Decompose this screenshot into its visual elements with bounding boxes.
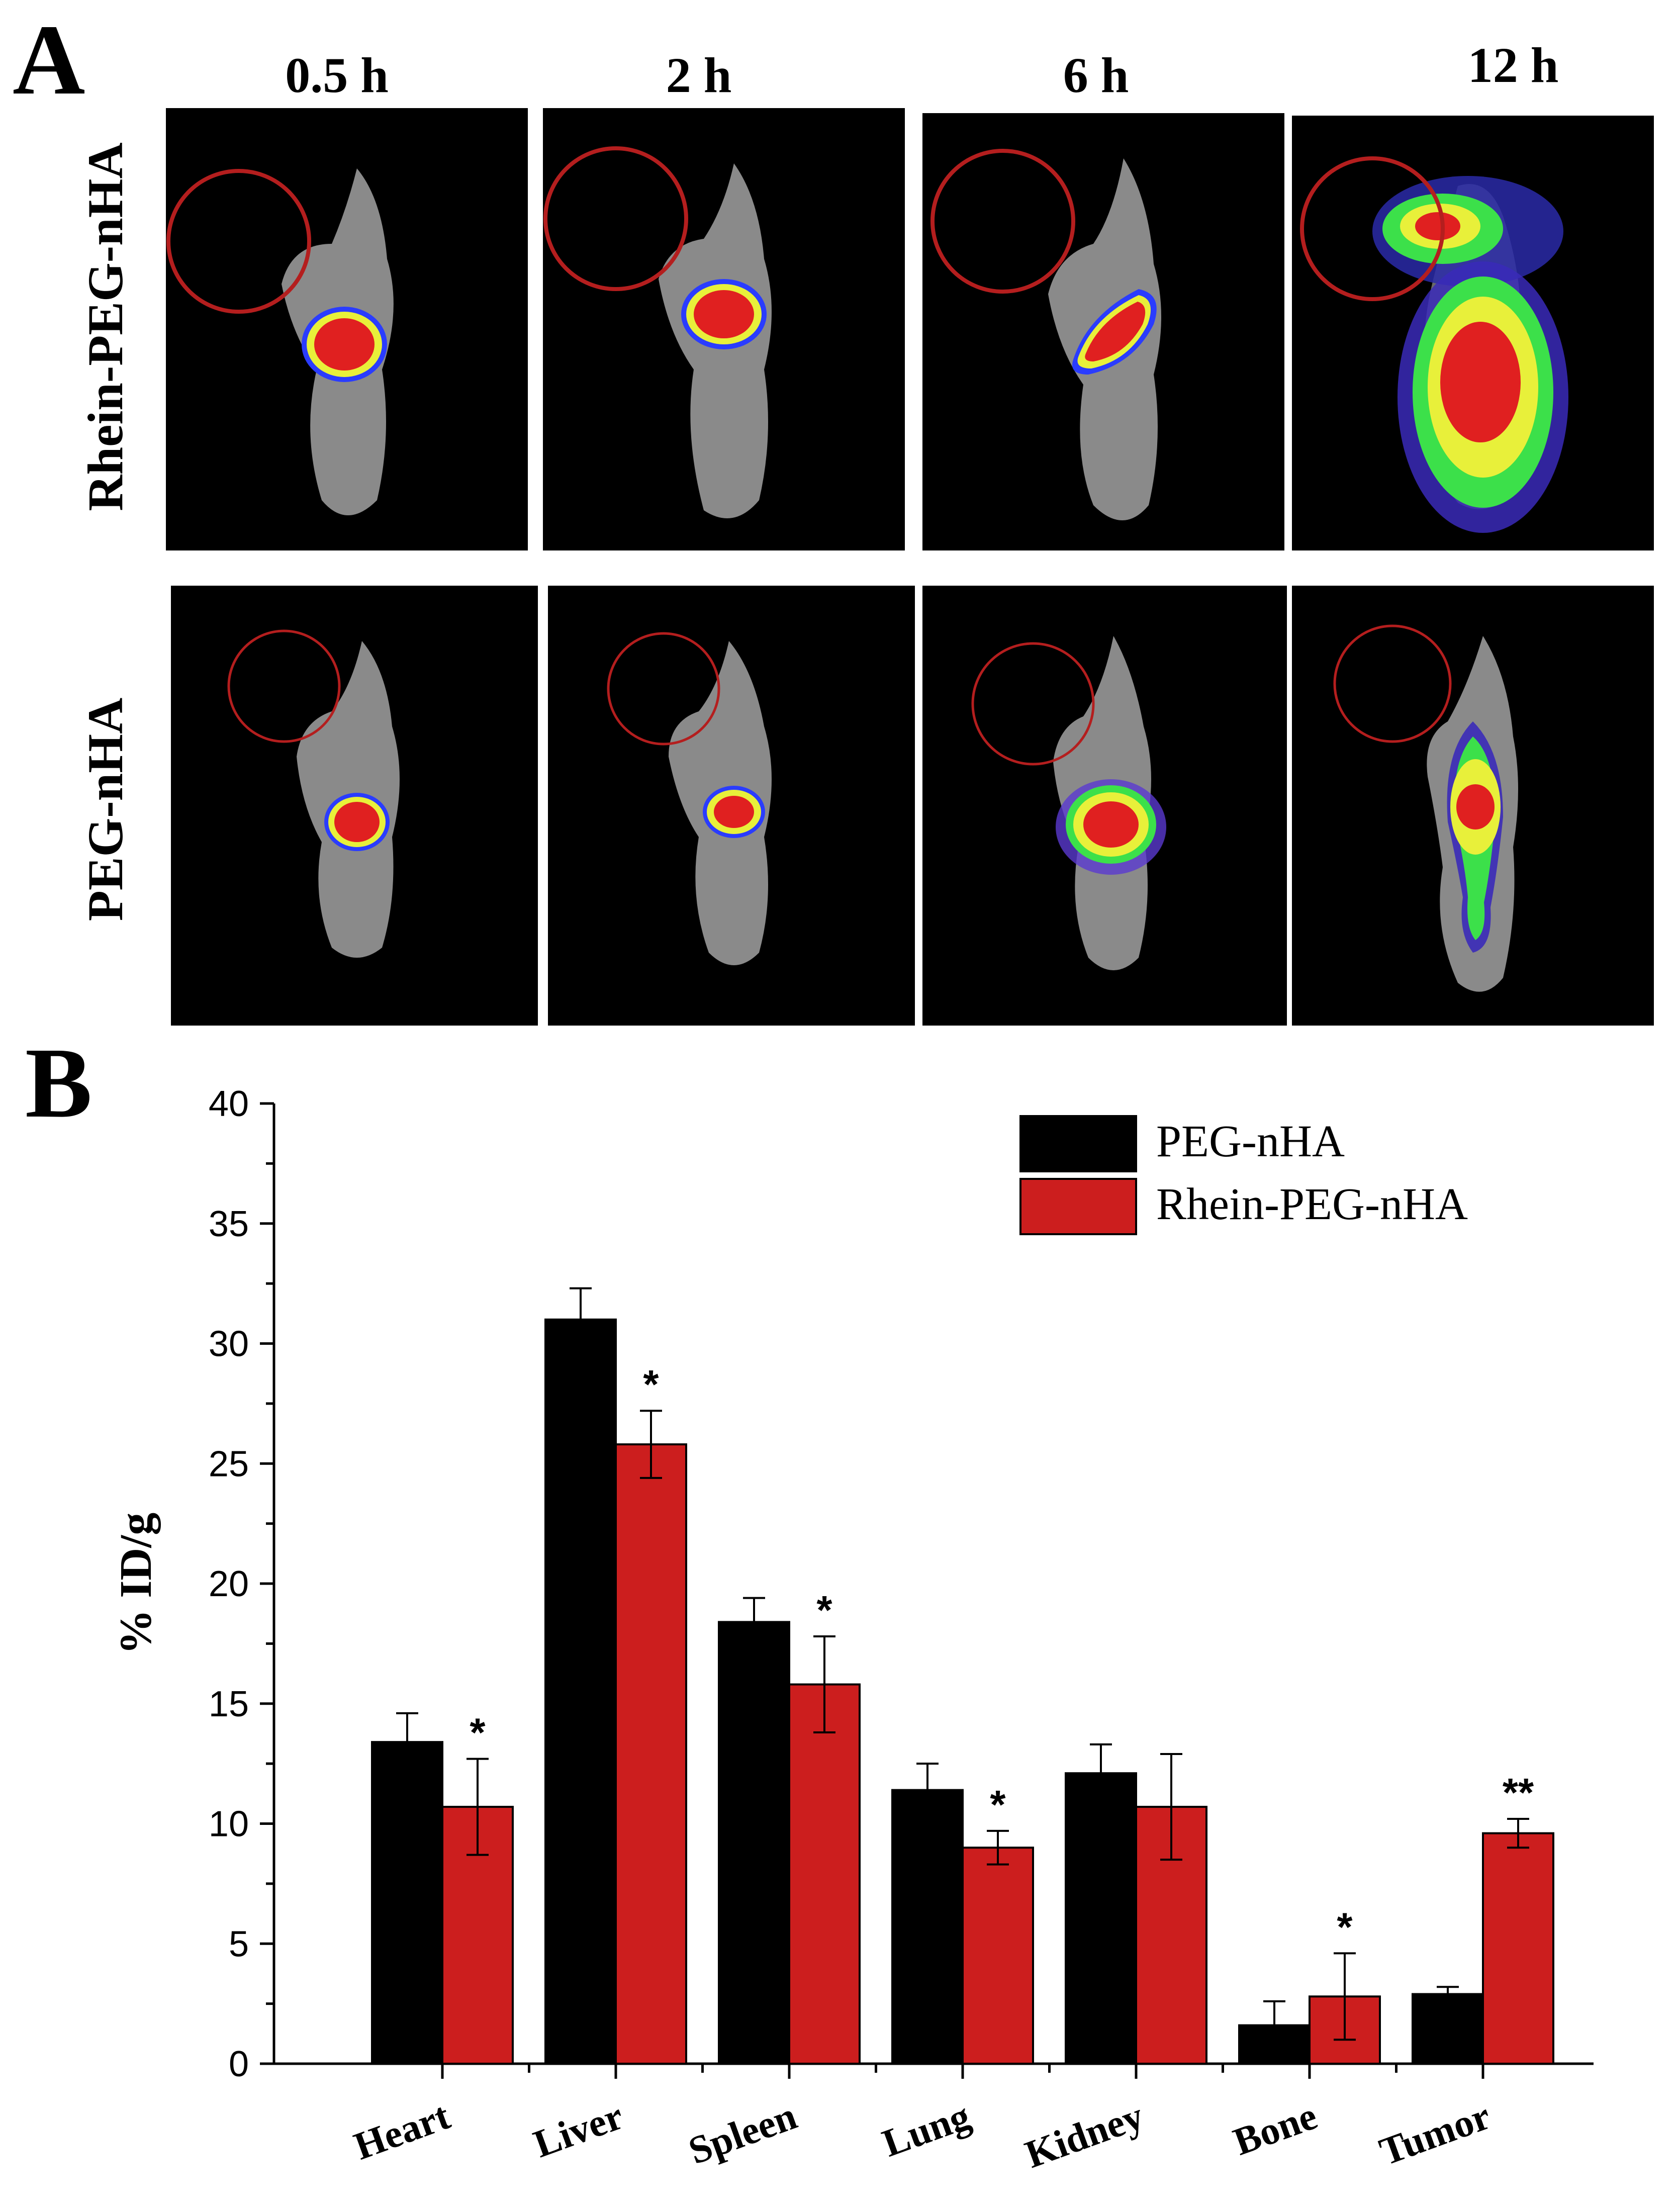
bar-PEG-nHA-Spleen	[718, 1621, 790, 2065]
bar-PEG-nHA-Heart	[371, 1741, 443, 2065]
tumor-circle	[971, 642, 1095, 766]
y-tick-label: 25	[209, 1444, 249, 1484]
bar-PEG-nHA-Liver	[544, 1318, 617, 2065]
tumor-circle	[1300, 156, 1445, 301]
tumor-circle	[166, 169, 311, 314]
bar-PEG-nHA-Lung	[891, 1789, 964, 2065]
significance-marker: *	[470, 1710, 486, 1755]
y-tick-label: 20	[209, 1564, 249, 1604]
x-tick-label: Liver	[528, 2093, 629, 2166]
scan-rhein-12h	[1292, 116, 1654, 550]
row-label-peg-nha: PEG-nHA	[77, 697, 133, 921]
bar-PEG-nHA-Tumor	[1412, 1993, 1484, 2065]
x-tick-label: Heart	[348, 2093, 455, 2168]
y-tick-label: 0	[229, 2044, 249, 2084]
tumor-circle	[1333, 624, 1452, 743]
y-tick-label: 15	[209, 1684, 249, 1724]
significance-marker: *	[990, 1782, 1006, 1827]
y-tick-label: 35	[209, 1204, 249, 1244]
significance-marker: *	[643, 1362, 659, 1407]
x-tick-label: Kidney	[1019, 2093, 1149, 2176]
legend-swatch-Rhein-PEG-nHA	[1019, 1178, 1137, 1235]
scan-rhein-0-5h	[166, 108, 528, 550]
time-label-0-5h: 0.5 h	[285, 47, 389, 103]
panel-a-label: A	[13, 5, 85, 116]
significance-marker: **	[1503, 1770, 1534, 1815]
tumor-circle	[227, 629, 341, 743]
biodistribution-bar-chart: 0 5 10 15 20 25 30 35 40 % ID/g * Heart * Liver * Splee…	[111, 1084, 1594, 2176]
legend-label-Rhein-PEG-nHA: Rhein-PEG-nHA	[1156, 1179, 1468, 1229]
significance-marker: *	[1337, 1904, 1353, 1949]
time-label-12h: 12 h	[1467, 37, 1559, 93]
significance-marker: *	[816, 1588, 832, 1632]
y-tick-label: 30	[209, 1324, 249, 1364]
panel-b-label: B	[25, 1028, 92, 1139]
tumor-circle	[607, 632, 720, 746]
x-tick-label: Spleen	[683, 2093, 802, 2172]
row-label-rhein-peg-nha: Rhein-PEG-nHA	[77, 142, 133, 511]
uptake-hotspot	[1415, 212, 1460, 240]
y-tick-label: 10	[209, 1804, 249, 1845]
tumor-circle	[930, 149, 1075, 294]
time-label-6h: 6 h	[1063, 47, 1129, 103]
y-tick-label: 5	[229, 1924, 249, 1964]
scan-peg-0-5h	[171, 586, 538, 1026]
scan-peg-6h	[922, 586, 1287, 1026]
scan-rhein-6h	[922, 113, 1284, 550]
scan-rhein-2h	[543, 108, 905, 550]
x-tick-label: Lung	[877, 2093, 976, 2165]
legend-label-PEG-nHA: PEG-nHA	[1156, 1117, 1345, 1166]
x-tick-label: Bone	[1228, 2093, 1323, 2164]
bar-Rhein-PEG-nHA-Tumor	[1482, 1832, 1554, 2065]
time-label-2h: 2 h	[666, 47, 732, 103]
y-axis-label: % ID/g	[111, 1513, 161, 1655]
scan-peg-2h	[548, 586, 915, 1026]
bar-Rhein-PEG-nHA-Spleen	[788, 1683, 861, 2065]
y-tick-label: 40	[209, 1084, 249, 1124]
legend-swatch-PEG-nHA	[1019, 1115, 1137, 1172]
x-tick-label: Tumor	[1374, 2093, 1496, 2173]
bar-Rhein-PEG-nHA-Liver	[615, 1443, 687, 2065]
tumor-circle	[543, 146, 688, 291]
scan-peg-12h	[1292, 586, 1654, 1026]
bar-Rhein-PEG-nHA-Lung	[962, 1847, 1034, 2065]
bar-PEG-nHA-Kidney	[1065, 1772, 1137, 2065]
